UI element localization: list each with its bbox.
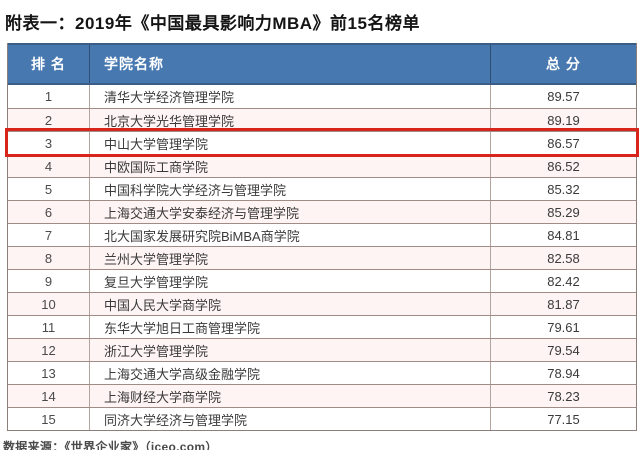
table-row: 13 上海交通大学高级金融学院 78.94 bbox=[8, 361, 636, 384]
table-row: 10 中国人民大学商学院 81.87 bbox=[8, 292, 636, 315]
rank-cell: 3 bbox=[44, 135, 53, 151]
table-row-highlighted: 3 中山大学管理学院 86.57 bbox=[5, 128, 639, 157]
page-title: 附表一：2019年《中国最具影响力MBA》前15名榜单 bbox=[5, 14, 420, 33]
rank-cell: 5 bbox=[44, 181, 53, 197]
score-cell: 78.94 bbox=[490, 362, 636, 384]
school-cell: 上海财经大学商学院 bbox=[89, 385, 490, 407]
school-cell: 清华大学经济管理学院 bbox=[89, 85, 490, 108]
table-row: 9 复旦大学管理学院 82.42 bbox=[8, 269, 636, 292]
rank-cell: 6 bbox=[44, 204, 53, 220]
score-cell: 86.52 bbox=[490, 155, 636, 177]
data-source-note: 数据来源：《世界企业家》（iceo.com） bbox=[3, 440, 218, 450]
score-cell: 79.61 bbox=[490, 316, 636, 338]
score-cell: 84.81 bbox=[490, 224, 636, 246]
school-cell: 同济大学经济与管理学院 bbox=[89, 408, 490, 430]
column-header-rank: 排 名 bbox=[31, 56, 66, 72]
school-cell: 中国人民大学商学院 bbox=[89, 293, 490, 315]
school-cell: 东华大学旭日工商管理学院 bbox=[89, 316, 490, 338]
rank-cell: 4 bbox=[44, 158, 53, 174]
rank-cell: 9 bbox=[44, 273, 53, 289]
rank-cell: 15 bbox=[41, 411, 56, 427]
ranking-table: 排 名 学院名称 总 分 1 清华大学经济管理学院 89.57 2 北京大学光华… bbox=[5, 43, 639, 431]
score-cell: 89.19 bbox=[490, 109, 636, 131]
table-header-row: 排 名 学院名称 总 分 bbox=[8, 43, 636, 85]
score-cell: 86.57 bbox=[490, 132, 636, 154]
table-row: 4 中欧国际工商学院 86.52 bbox=[8, 154, 636, 177]
score-cell: 89.57 bbox=[490, 85, 636, 108]
score-cell: 85.29 bbox=[490, 201, 636, 223]
school-cell: 上海交通大学高级金融学院 bbox=[89, 362, 490, 384]
rank-cell: 14 bbox=[41, 388, 56, 404]
table-row: 7 北大国家发展研究院BiMBA商学院 84.81 bbox=[8, 223, 636, 246]
rank-cell: 1 bbox=[44, 89, 53, 104]
column-header-score: 总 分 bbox=[490, 45, 636, 83]
rank-cell: 11 bbox=[41, 319, 56, 335]
school-cell: 北京大学光华管理学院 bbox=[89, 109, 490, 131]
rank-cell: 10 bbox=[41, 296, 56, 312]
school-cell: 中山大学管理学院 bbox=[89, 132, 490, 154]
rank-cell: 12 bbox=[41, 342, 56, 358]
score-cell: 82.58 bbox=[490, 247, 636, 269]
table-row: 6 上海交通大学安泰经济与管理学院 85.29 bbox=[8, 200, 636, 223]
school-cell: 兰州大学管理学院 bbox=[89, 247, 490, 269]
table-row: 2 北京大学光华管理学院 89.19 bbox=[8, 108, 636, 131]
table-row: 12 浙江大学管理学院 79.54 bbox=[8, 338, 636, 361]
school-cell: 上海交通大学安泰经济与管理学院 bbox=[89, 201, 490, 223]
school-cell: 中欧国际工商学院 bbox=[89, 155, 490, 177]
score-cell: 79.54 bbox=[490, 339, 636, 361]
score-cell: 78.23 bbox=[490, 385, 636, 407]
table-row: 1 清华大学经济管理学院 89.57 bbox=[8, 85, 636, 108]
score-cell: 85.32 bbox=[490, 178, 636, 200]
table-row: 11 东华大学旭日工商管理学院 79.61 bbox=[8, 315, 636, 338]
score-cell: 81.87 bbox=[490, 293, 636, 315]
table-row: 14 上海财经大学商学院 78.23 bbox=[8, 384, 636, 407]
table-row: 15 同济大学经济与管理学院 77.15 bbox=[8, 407, 636, 430]
score-cell: 77.15 bbox=[490, 408, 636, 430]
score-cell: 82.42 bbox=[490, 270, 636, 292]
rank-cell: 13 bbox=[41, 365, 56, 381]
table-body: 1 清华大学经济管理学院 89.57 2 北京大学光华管理学院 89.19 3 … bbox=[5, 85, 639, 430]
rank-cell: 7 bbox=[44, 227, 53, 243]
rank-cell: 8 bbox=[44, 250, 53, 266]
table-row: 5 中国科学院大学经济与管理学院 85.32 bbox=[8, 177, 636, 200]
rank-cell: 2 bbox=[44, 112, 53, 128]
school-cell: 北大国家发展研究院BiMBA商学院 bbox=[89, 224, 490, 246]
school-cell: 中国科学院大学经济与管理学院 bbox=[89, 178, 490, 200]
column-header-school: 学院名称 bbox=[89, 45, 490, 83]
table-row: 8 兰州大学管理学院 82.58 bbox=[8, 246, 636, 269]
school-cell: 复旦大学管理学院 bbox=[89, 270, 490, 292]
school-cell: 浙江大学管理学院 bbox=[89, 339, 490, 361]
